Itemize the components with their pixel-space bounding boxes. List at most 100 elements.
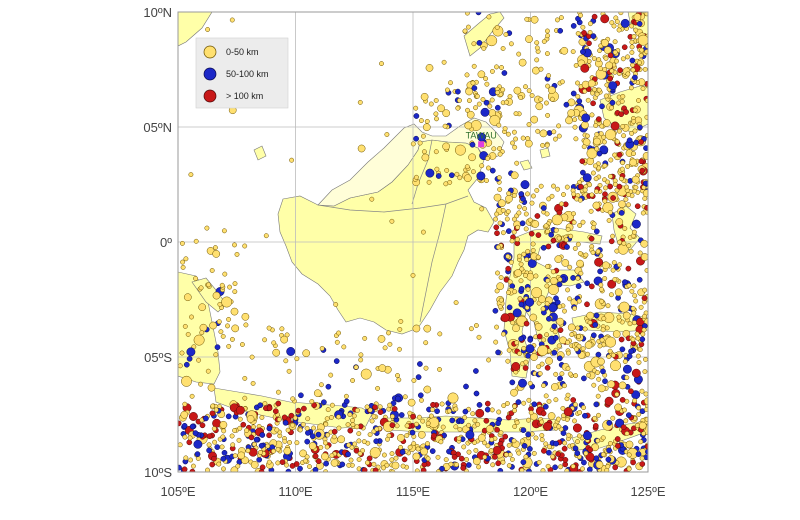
earthquake-dot: [472, 457, 481, 466]
earthquake-dot: [620, 424, 627, 431]
earthquake-dot: [466, 422, 472, 428]
earthquake-dot: [435, 454, 441, 460]
earthquake-dot: [560, 46, 569, 55]
earthquake-dot: [639, 388, 645, 394]
earthquake-dot: [543, 100, 549, 106]
earthquake-dot: [489, 114, 501, 126]
earthquake-dot: [205, 368, 211, 374]
earthquake-dot: [188, 412, 198, 421]
earthquake-dot: [428, 413, 434, 419]
earthquake-dot: [609, 99, 616, 106]
earthquake-dot: [190, 463, 196, 469]
earthquake-dot: [230, 442, 236, 448]
earthquake-dot: [381, 452, 387, 458]
earthquake-dot: [585, 97, 591, 103]
earthquake-dot: [516, 450, 522, 456]
earthquake-dot: [512, 289, 518, 295]
earthquake-dot: [343, 398, 350, 405]
earthquake-dot: [397, 326, 403, 332]
earthquake-dot: [377, 409, 384, 415]
earthquake-dot: [391, 406, 398, 412]
lat-tick-label-0: 10ºN: [143, 5, 172, 20]
earthquake-dot: [545, 83, 551, 89]
earthquake-dot: [266, 425, 273, 432]
earthquake-dot: [633, 139, 640, 146]
earthquake-dot: [633, 27, 639, 33]
earthquake-dot: [545, 112, 551, 118]
earthquake-dot: [539, 129, 548, 138]
earthquake-dot: [591, 56, 597, 61]
earthquake-dot: [512, 424, 518, 429]
earthquake-dot: [290, 422, 296, 428]
earthquake-dot: [581, 30, 587, 36]
earthquake-dot: [423, 340, 429, 346]
earthquake-dot: [425, 64, 434, 72]
earthquake-dot: [209, 321, 217, 330]
earthquake-dot: [562, 383, 567, 389]
earthquake-dot: [229, 433, 235, 439]
earthquake-dot: [462, 408, 469, 415]
earthquake-dot: [431, 432, 437, 439]
earthquake-dot: [259, 464, 266, 471]
earthquake-dot: [312, 453, 319, 460]
earthquake-dot: [438, 439, 444, 445]
earthquake-dot: [609, 68, 615, 74]
earthquake-dot: [503, 32, 509, 37]
earthquake-dot: [178, 442, 183, 448]
earthquake-dot: [570, 23, 577, 29]
earthquake-dot: [552, 329, 558, 335]
earthquake-dot: [520, 180, 530, 190]
earthquake-dot: [188, 172, 194, 178]
earthquake-dot: [639, 336, 646, 343]
earthquake-dot: [441, 59, 447, 65]
earthquake-dot: [505, 253, 511, 259]
earthquake-dot: [553, 295, 559, 302]
earthquake-dot: [625, 440, 634, 449]
earthquake-dot: [545, 33, 551, 39]
earthquake-dot: [311, 425, 317, 431]
earthquake-dot: [384, 462, 390, 468]
earthquake-dot: [548, 284, 559, 296]
earthquake-dot: [546, 130, 553, 136]
earthquake-dot: [493, 224, 500, 231]
earthquake-dot: [607, 380, 616, 389]
lat-tick-label-1: 05ºN: [143, 120, 172, 135]
earthquake-dot: [536, 364, 542, 370]
earthquake-dot: [463, 383, 469, 390]
earthquake-dot: [275, 389, 281, 395]
earthquake-dot: [592, 201, 601, 210]
earthquake-dot: [530, 353, 538, 361]
earthquake-dot: [309, 433, 316, 440]
earthquake-dot: [577, 251, 583, 256]
earthquake-dot: [486, 425, 494, 433]
earthquake-dot: [608, 173, 613, 179]
earthquake-dot: [556, 235, 562, 241]
earthquake-dot: [468, 326, 474, 332]
city-marker: TAWAU: [466, 130, 497, 148]
earthquake-dot: [206, 433, 213, 440]
earthquake-dot: [591, 382, 597, 388]
earthquake-dot: [497, 151, 503, 157]
earthquake-dot: [573, 136, 579, 142]
earthquake-dot: [220, 455, 227, 462]
earthquake-dot: [548, 231, 555, 238]
earthquake-dot: [415, 446, 421, 452]
earthquake-dot: [180, 264, 186, 270]
earthquake-dot: [556, 123, 562, 129]
earthquake-dot: [430, 407, 435, 413]
earthquake-dot: [425, 441, 430, 447]
earthquake-dot: [607, 52, 614, 59]
earthquake-dot: [590, 225, 596, 230]
earthquake-dot: [401, 456, 408, 463]
earthquake-dot: [347, 412, 353, 418]
earthquake-dot: [258, 442, 265, 449]
earthquake-dot: [627, 321, 633, 327]
earthquake-dot: [513, 136, 519, 142]
earthquake-dot: [423, 385, 432, 394]
earthquake-dot: [614, 19, 620, 25]
earthquake-dot: [610, 195, 616, 201]
earthquake-dot: [578, 183, 584, 190]
earthquake-dot: [631, 283, 637, 289]
earthquake-dot: [305, 430, 311, 436]
earthquake-dot: [350, 417, 355, 423]
